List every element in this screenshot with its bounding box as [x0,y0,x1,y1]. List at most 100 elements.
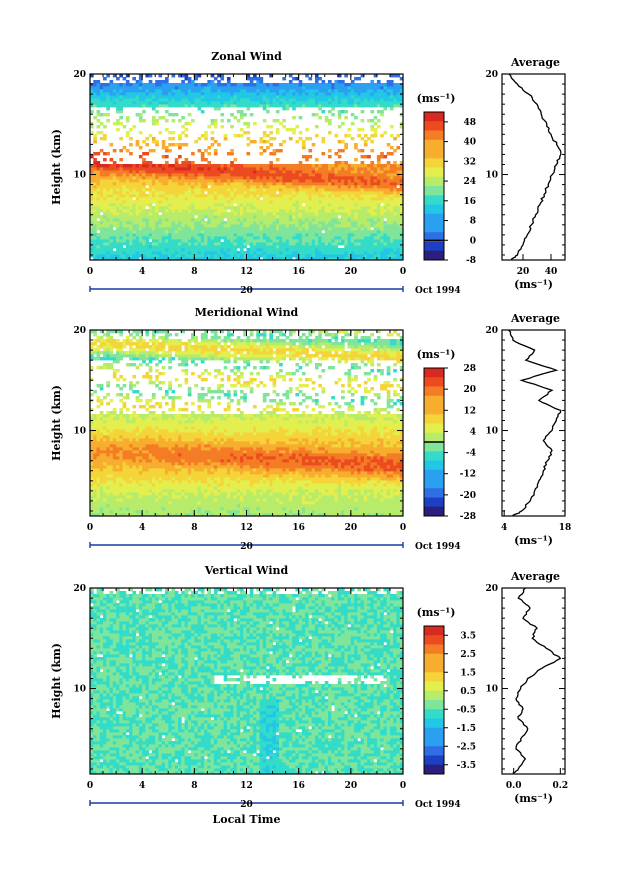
heatmap-cell [112,468,117,472]
heatmap-cell [295,221,300,225]
heatmap-cell [249,89,254,93]
heatmap-cell [168,104,172,108]
heatmap-cell [243,191,247,195]
heatmap-cell [370,95,375,99]
heatmap-cell [125,134,130,138]
heatmap-cell [171,173,176,177]
heatmap-cell [262,179,267,183]
heatmap-cell [187,185,192,189]
heatmap-cell [282,107,287,111]
heatmap-cell [357,206,362,210]
heatmap-cell [145,209,150,213]
heatmap-cell [386,197,391,201]
heatmap-cell [187,161,192,165]
heatmap-cell [223,206,228,210]
heatmap-cell [220,197,225,201]
heatmap-cell [357,170,362,174]
heatmap-cell [347,236,352,240]
heatmap-cell [90,393,94,397]
heatmap-cell [129,185,133,189]
heatmap-cell [122,200,127,204]
heatmap-cell [386,101,391,105]
heatmap-cell [256,227,260,231]
heatmap-cell [334,86,339,90]
heatmap-cell [328,245,332,249]
heatmap-cell [249,230,254,234]
heatmap-cell [119,185,123,189]
heatmap-cell [207,83,212,87]
heatmap-cell [96,182,101,186]
heatmap-cell [174,158,179,162]
heatmap-cell [236,257,241,260]
heatmap-cell [357,188,362,192]
heatmap-cell [171,248,176,252]
heatmap-cell [262,182,267,186]
heatmap-cell [96,432,101,436]
heatmap-cell [174,203,179,207]
heatmap-cell [314,89,319,93]
heatmap-cell [301,188,306,192]
heatmap-cell [269,251,273,255]
heatmap-cell [122,125,127,129]
heatmap-cell [213,140,218,144]
heatmap-cell [93,182,97,186]
heatmap-cell [288,194,293,198]
heatmap-cell [389,95,394,99]
heatmap-cell [269,188,273,192]
heatmap-cell [99,498,104,502]
heatmap-cell [308,167,313,171]
heatmap-cell [155,167,159,171]
heatmap-cell [363,242,368,246]
heatmap-cell [230,125,234,129]
heatmap-cell [197,248,202,252]
heatmap-cell [243,230,247,234]
heatmap-cell [314,104,319,108]
heatmap-cell [109,459,114,463]
heatmap-cell [181,209,185,213]
heatmap-cell [256,77,260,81]
heatmap-cell [399,218,403,222]
heatmap-cell [256,197,260,201]
heatmap-cell [344,179,348,183]
heatmap-cell [158,182,163,186]
heatmap-cell [148,197,153,201]
heatmap-cell [256,245,260,249]
heatmap-cell [288,167,293,171]
heatmap-cell [181,245,185,249]
heatmap-cell [99,432,104,436]
heatmap-cell [116,354,120,358]
profile-x-label: (ms⁻¹) [514,278,553,291]
heatmap-cell [129,251,133,255]
heatmap-cell [389,80,394,84]
heatmap-cell [142,179,146,183]
heatmap-cell [341,194,345,198]
heatmap-cell [151,164,156,168]
heatmap-cell [230,113,234,117]
heatmap-cell [298,224,303,228]
heatmap-cell [239,101,244,105]
heatmap-cell [373,95,378,99]
heatmap-cell [116,504,120,508]
heatmap-cell [210,215,215,219]
heatmap-cell [148,80,153,84]
heatmap-cell [246,185,251,189]
heatmap-cell [266,179,270,183]
heatmap-cell [370,161,375,165]
heatmap-cell [122,185,127,189]
heatmap-cell [90,477,94,481]
heatmap-cell [344,161,348,165]
heatmap-cell [112,438,117,442]
heatmap-cell [145,83,150,87]
heatmap-cell [119,480,123,484]
heatmap-cell [119,224,123,228]
heatmap-cell [171,113,176,117]
heatmap-cell [181,164,185,168]
heatmap-cell [96,197,101,201]
heatmap-cell [279,122,283,126]
heatmap-cell [112,176,117,180]
heatmap-cell [328,257,332,260]
y-axis-label: Height (km) [50,129,63,205]
heatmap-cell [191,218,195,222]
heatmap-cell [155,248,159,252]
heatmap-cell [396,251,401,255]
